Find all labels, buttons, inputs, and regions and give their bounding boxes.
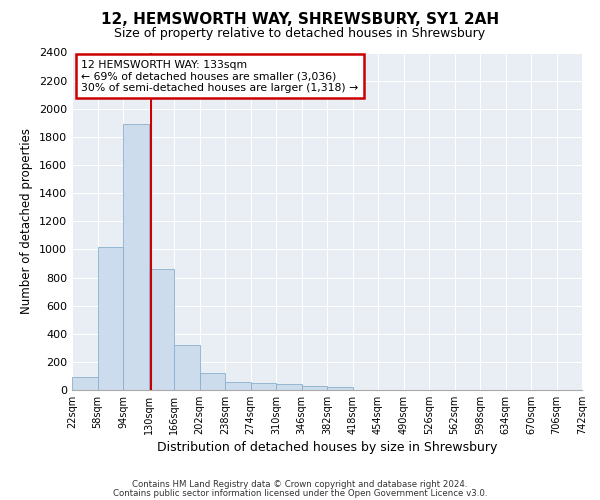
- Bar: [72, 378, 97, 390]
- Text: 12, HEMSWORTH WAY, SHREWSBURY, SY1 2AH: 12, HEMSWORTH WAY, SHREWSBURY, SY1 2AH: [101, 12, 499, 28]
- Text: Contains HM Land Registry data © Crown copyright and database right 2024.: Contains HM Land Registry data © Crown c…: [132, 480, 468, 489]
- Bar: [251, 383, 276, 390]
- X-axis label: Distribution of detached houses by size in Shrewsbury: Distribution of detached houses by size …: [157, 441, 497, 454]
- Bar: [174, 345, 199, 390]
- Bar: [199, 373, 225, 390]
- Bar: [149, 269, 174, 390]
- Text: 12 HEMSWORTH WAY: 133sqm
← 69% of detached houses are smaller (3,036)
30% of sem: 12 HEMSWORTH WAY: 133sqm ← 69% of detach…: [81, 60, 358, 92]
- Y-axis label: Number of detached properties: Number of detached properties: [20, 128, 34, 314]
- Bar: [123, 124, 149, 390]
- Bar: [327, 387, 353, 390]
- Bar: [276, 384, 302, 390]
- Text: Size of property relative to detached houses in Shrewsbury: Size of property relative to detached ho…: [115, 28, 485, 40]
- Bar: [225, 382, 251, 390]
- Bar: [302, 386, 327, 390]
- Text: Contains public sector information licensed under the Open Government Licence v3: Contains public sector information licen…: [113, 488, 487, 498]
- Bar: [97, 246, 123, 390]
